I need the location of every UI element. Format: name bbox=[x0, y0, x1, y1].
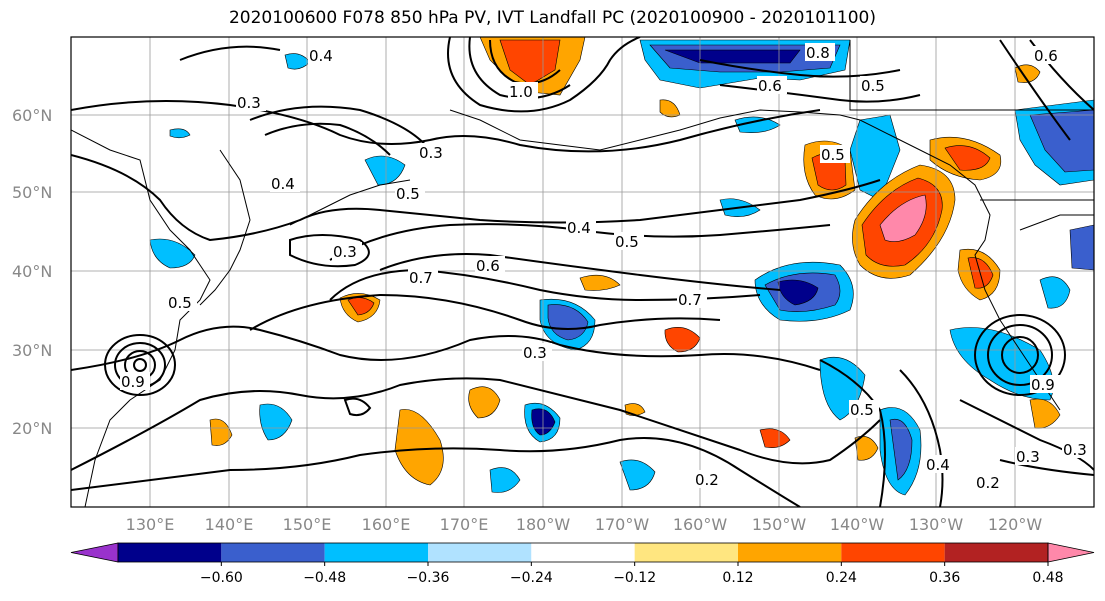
lat-label: 30°N bbox=[12, 341, 52, 360]
svg-text:0.5: 0.5 bbox=[821, 146, 845, 164]
svg-text:0.7: 0.7 bbox=[678, 291, 702, 309]
lon-label: 170°W bbox=[595, 515, 650, 534]
colorbar-extend-high bbox=[1047, 542, 1095, 563]
svg-text:0.6: 0.6 bbox=[476, 257, 500, 275]
svg-text:0.5: 0.5 bbox=[850, 401, 874, 419]
colorbar-label: −0.60 bbox=[200, 570, 243, 586]
plot-frame bbox=[70, 36, 1095, 508]
lat-label: 60°N bbox=[12, 106, 52, 125]
lon-label: 130°E bbox=[126, 515, 175, 534]
svg-text:0.3: 0.3 bbox=[333, 243, 357, 261]
lat-label: 20°N bbox=[12, 419, 52, 438]
colorbar-segment bbox=[531, 543, 635, 562]
colorbar-label: 0.48 bbox=[1032, 570, 1063, 586]
colorbar-segment bbox=[428, 543, 532, 562]
lon-label: 170°E bbox=[440, 515, 489, 534]
lon-label: 140°E bbox=[205, 515, 254, 534]
colorbar-label: −0.24 bbox=[510, 570, 553, 586]
svg-text:0.3: 0.3 bbox=[1063, 441, 1087, 459]
lon-label: 140°W bbox=[830, 515, 885, 534]
svg-text:0.4: 0.4 bbox=[567, 219, 591, 237]
svg-text:0.4: 0.4 bbox=[271, 175, 295, 193]
svg-text:0.3: 0.3 bbox=[1016, 448, 1040, 466]
colorbar-label: 0.12 bbox=[722, 570, 753, 586]
lon-label: 150°E bbox=[283, 515, 332, 534]
lat-label: 40°N bbox=[12, 262, 52, 281]
latitude-labels: 60°N 50°N 40°N 30°N 20°N bbox=[12, 106, 52, 438]
colorbar-label: −0.48 bbox=[303, 570, 346, 586]
svg-text:0.9: 0.9 bbox=[1031, 376, 1055, 394]
colorbar-label: −0.12 bbox=[613, 570, 656, 586]
longitude-labels: 130°E 140°E 150°E 160°E 170°E 180°W 170°… bbox=[126, 515, 1043, 534]
svg-text:0.5: 0.5 bbox=[168, 294, 192, 312]
colorbar-segment bbox=[944, 543, 1048, 562]
colorbar-segment bbox=[634, 543, 738, 562]
colorbar-label: −0.36 bbox=[407, 570, 450, 586]
svg-text:0.7: 0.7 bbox=[409, 269, 433, 287]
svg-text:0.3: 0.3 bbox=[419, 144, 443, 162]
contour-labels: 0.4 0.3 0.4 0.5 0.6 0.7 0.7 0.3 0.2 0.8 … bbox=[120, 43, 1092, 492]
svg-text:0.3: 0.3 bbox=[237, 94, 261, 112]
colorbar-segment bbox=[221, 543, 325, 562]
colorbar-label: 0.24 bbox=[826, 570, 857, 586]
colorbar-segment bbox=[118, 543, 222, 562]
lon-label: 160°E bbox=[362, 515, 411, 534]
colorbar-extend-low bbox=[70, 542, 119, 563]
lon-label: 180°W bbox=[516, 515, 571, 534]
svg-text:0.5: 0.5 bbox=[861, 77, 885, 95]
graticule bbox=[71, 37, 1094, 507]
svg-text:0.3: 0.3 bbox=[523, 344, 547, 362]
colorbar-label: 0.36 bbox=[929, 570, 960, 586]
svg-text:0.8: 0.8 bbox=[806, 44, 830, 62]
svg-text:0.2: 0.2 bbox=[695, 471, 719, 489]
svg-text:1.0: 1.0 bbox=[509, 83, 533, 101]
lon-label: 150°W bbox=[752, 515, 807, 534]
svg-text:0.4: 0.4 bbox=[309, 47, 333, 65]
map-title: 2020100600 F078 850 hPa PV, IVT Landfall… bbox=[228, 8, 876, 28]
coastlines bbox=[71, 40, 1094, 507]
lat-label: 50°N bbox=[12, 183, 52, 202]
svg-text:0.2: 0.2 bbox=[976, 474, 1000, 492]
svg-text:0.6: 0.6 bbox=[1034, 47, 1058, 65]
svg-text:0.5: 0.5 bbox=[615, 233, 639, 251]
lon-label: 130°W bbox=[909, 515, 964, 534]
svg-text:0.9: 0.9 bbox=[121, 373, 145, 391]
lon-label: 120°W bbox=[988, 515, 1043, 534]
colorbar-segment bbox=[738, 543, 842, 562]
lon-label: 160°W bbox=[673, 515, 728, 534]
colorbar-segment bbox=[324, 543, 428, 562]
colorbar: −0.60 −0.48 −0.36 −0.24 −0.12 0.12 0.24 0.36 0.4… bbox=[70, 542, 1095, 586]
colorbar-segment bbox=[841, 543, 945, 562]
contour-lines bbox=[71, 37, 1094, 507]
shaded-field bbox=[149, 37, 1094, 496]
svg-text:0.6: 0.6 bbox=[758, 77, 782, 95]
svg-text:0.4: 0.4 bbox=[926, 456, 950, 474]
svg-text:0.5: 0.5 bbox=[396, 185, 420, 203]
colorbar-frame bbox=[117, 542, 1049, 563]
